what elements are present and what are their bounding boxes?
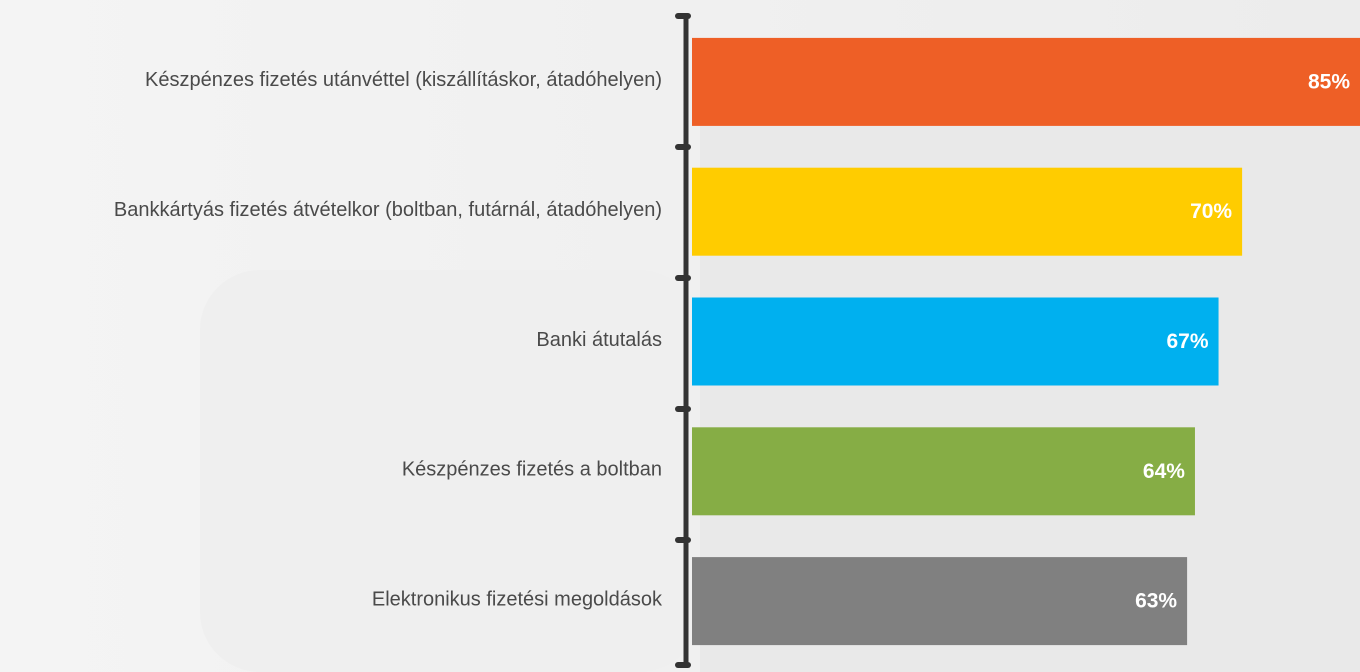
bar [692,557,1187,645]
bar [692,427,1195,515]
bar [692,168,1242,256]
category-label: Banki átutalás [536,329,662,351]
bar [692,298,1219,386]
value-label: 85% [1308,70,1350,93]
category-label: Bankkártyás fizetés átvételkor (boltban,… [114,199,662,221]
category-label: Készpénzes fizetés utánvéttel (kiszállít… [145,69,662,91]
value-label: 63% [1135,590,1177,613]
value-label: 64% [1143,460,1185,483]
value-label: 70% [1190,200,1232,223]
category-label: Készpénzes fizetés a boltban [402,459,662,481]
chart: 85% Készpénzes fizetés utánvéttel (kiszál… [0,0,1360,672]
category-label: Elektronikus fizetési megoldások [372,588,663,610]
value-label: 67% [1167,330,1209,353]
bar [692,38,1360,126]
